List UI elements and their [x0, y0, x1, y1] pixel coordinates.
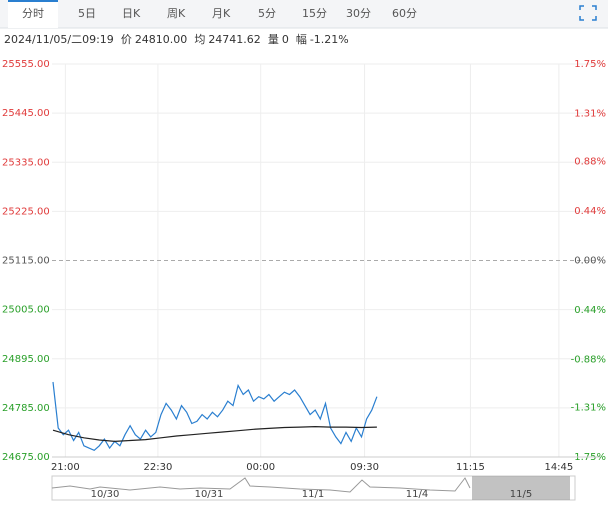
- tab[interactable]: 周K: [167, 7, 186, 20]
- active-tab-bg: [8, 0, 58, 28]
- tab[interactable]: 分时: [22, 7, 44, 20]
- price-line: [52, 381, 378, 451]
- y2-tick-label: -1.31%: [571, 403, 606, 414]
- y-tick-label: 24675.00: [2, 452, 50, 463]
- navigator-label: 10/31: [195, 489, 224, 500]
- navigator-label: 11/4: [406, 489, 428, 500]
- y2-tick-label: 0.00%: [574, 256, 606, 267]
- navigator-label: 11/1: [302, 489, 324, 500]
- y-tick-label: 25555.00: [2, 59, 50, 70]
- tab[interactable]: 月K: [212, 7, 231, 20]
- info-datetime: 2024/11/05/二09:19: [4, 33, 114, 46]
- navigator-label: 11/5: [510, 489, 532, 500]
- info-volume: 0: [282, 33, 289, 46]
- navigator-label: 10/30: [91, 489, 120, 500]
- x-tick-label: 22:30: [143, 462, 172, 473]
- info-price-label: 价: [121, 33, 132, 46]
- y-tick-label: 25335.00: [2, 157, 50, 168]
- x-tick-label: 00:00: [246, 462, 275, 473]
- y2-tick-label: 1.75%: [574, 59, 606, 70]
- tab[interactable]: 5日: [78, 7, 96, 20]
- y2-tick-label: 0.44%: [574, 305, 606, 316]
- info-price: 24810.00: [135, 33, 188, 46]
- y2-tick-label: 0.88%: [574, 157, 606, 168]
- tab[interactable]: 日K: [122, 7, 141, 20]
- price-line: [52, 425, 377, 443]
- info-avg: 24741.62: [208, 33, 261, 46]
- y-tick-label: 25225.00: [2, 206, 50, 217]
- y-tick-label: 25445.00: [2, 108, 50, 119]
- info-change: -1.21%: [310, 33, 349, 46]
- y-tick-label: 24785.00: [2, 403, 50, 414]
- info-change-label: 幅: [296, 33, 307, 46]
- y-tick-label: 24895.00: [2, 354, 50, 365]
- tab[interactable]: 60分: [392, 7, 417, 20]
- info-volume-label: 量: [268, 33, 279, 46]
- y2-tick-label: -0.88%: [571, 354, 606, 365]
- y2-tick-label: 0.44%: [574, 206, 606, 217]
- tab[interactable]: 30分: [346, 7, 371, 20]
- fullscreen-icon[interactable]: [579, 5, 597, 21]
- x-tick-label: 09:30: [350, 462, 379, 473]
- y-tick-label: 25005.00: [2, 305, 50, 316]
- tab[interactable]: 15分: [302, 7, 327, 20]
- navigator: [51, 475, 576, 501]
- tab[interactable]: 5分: [258, 7, 276, 20]
- y2-tick-label: 1.31%: [574, 108, 606, 119]
- x-tick-label: 21:00: [51, 462, 80, 473]
- x-tick-label: 11:15: [456, 462, 485, 473]
- info-avg-label: 均: [194, 33, 205, 46]
- tab-bar: [0, 0, 608, 28]
- x-tick-label: 14:45: [544, 462, 573, 473]
- y-tick-label: 25115.00: [2, 256, 50, 267]
